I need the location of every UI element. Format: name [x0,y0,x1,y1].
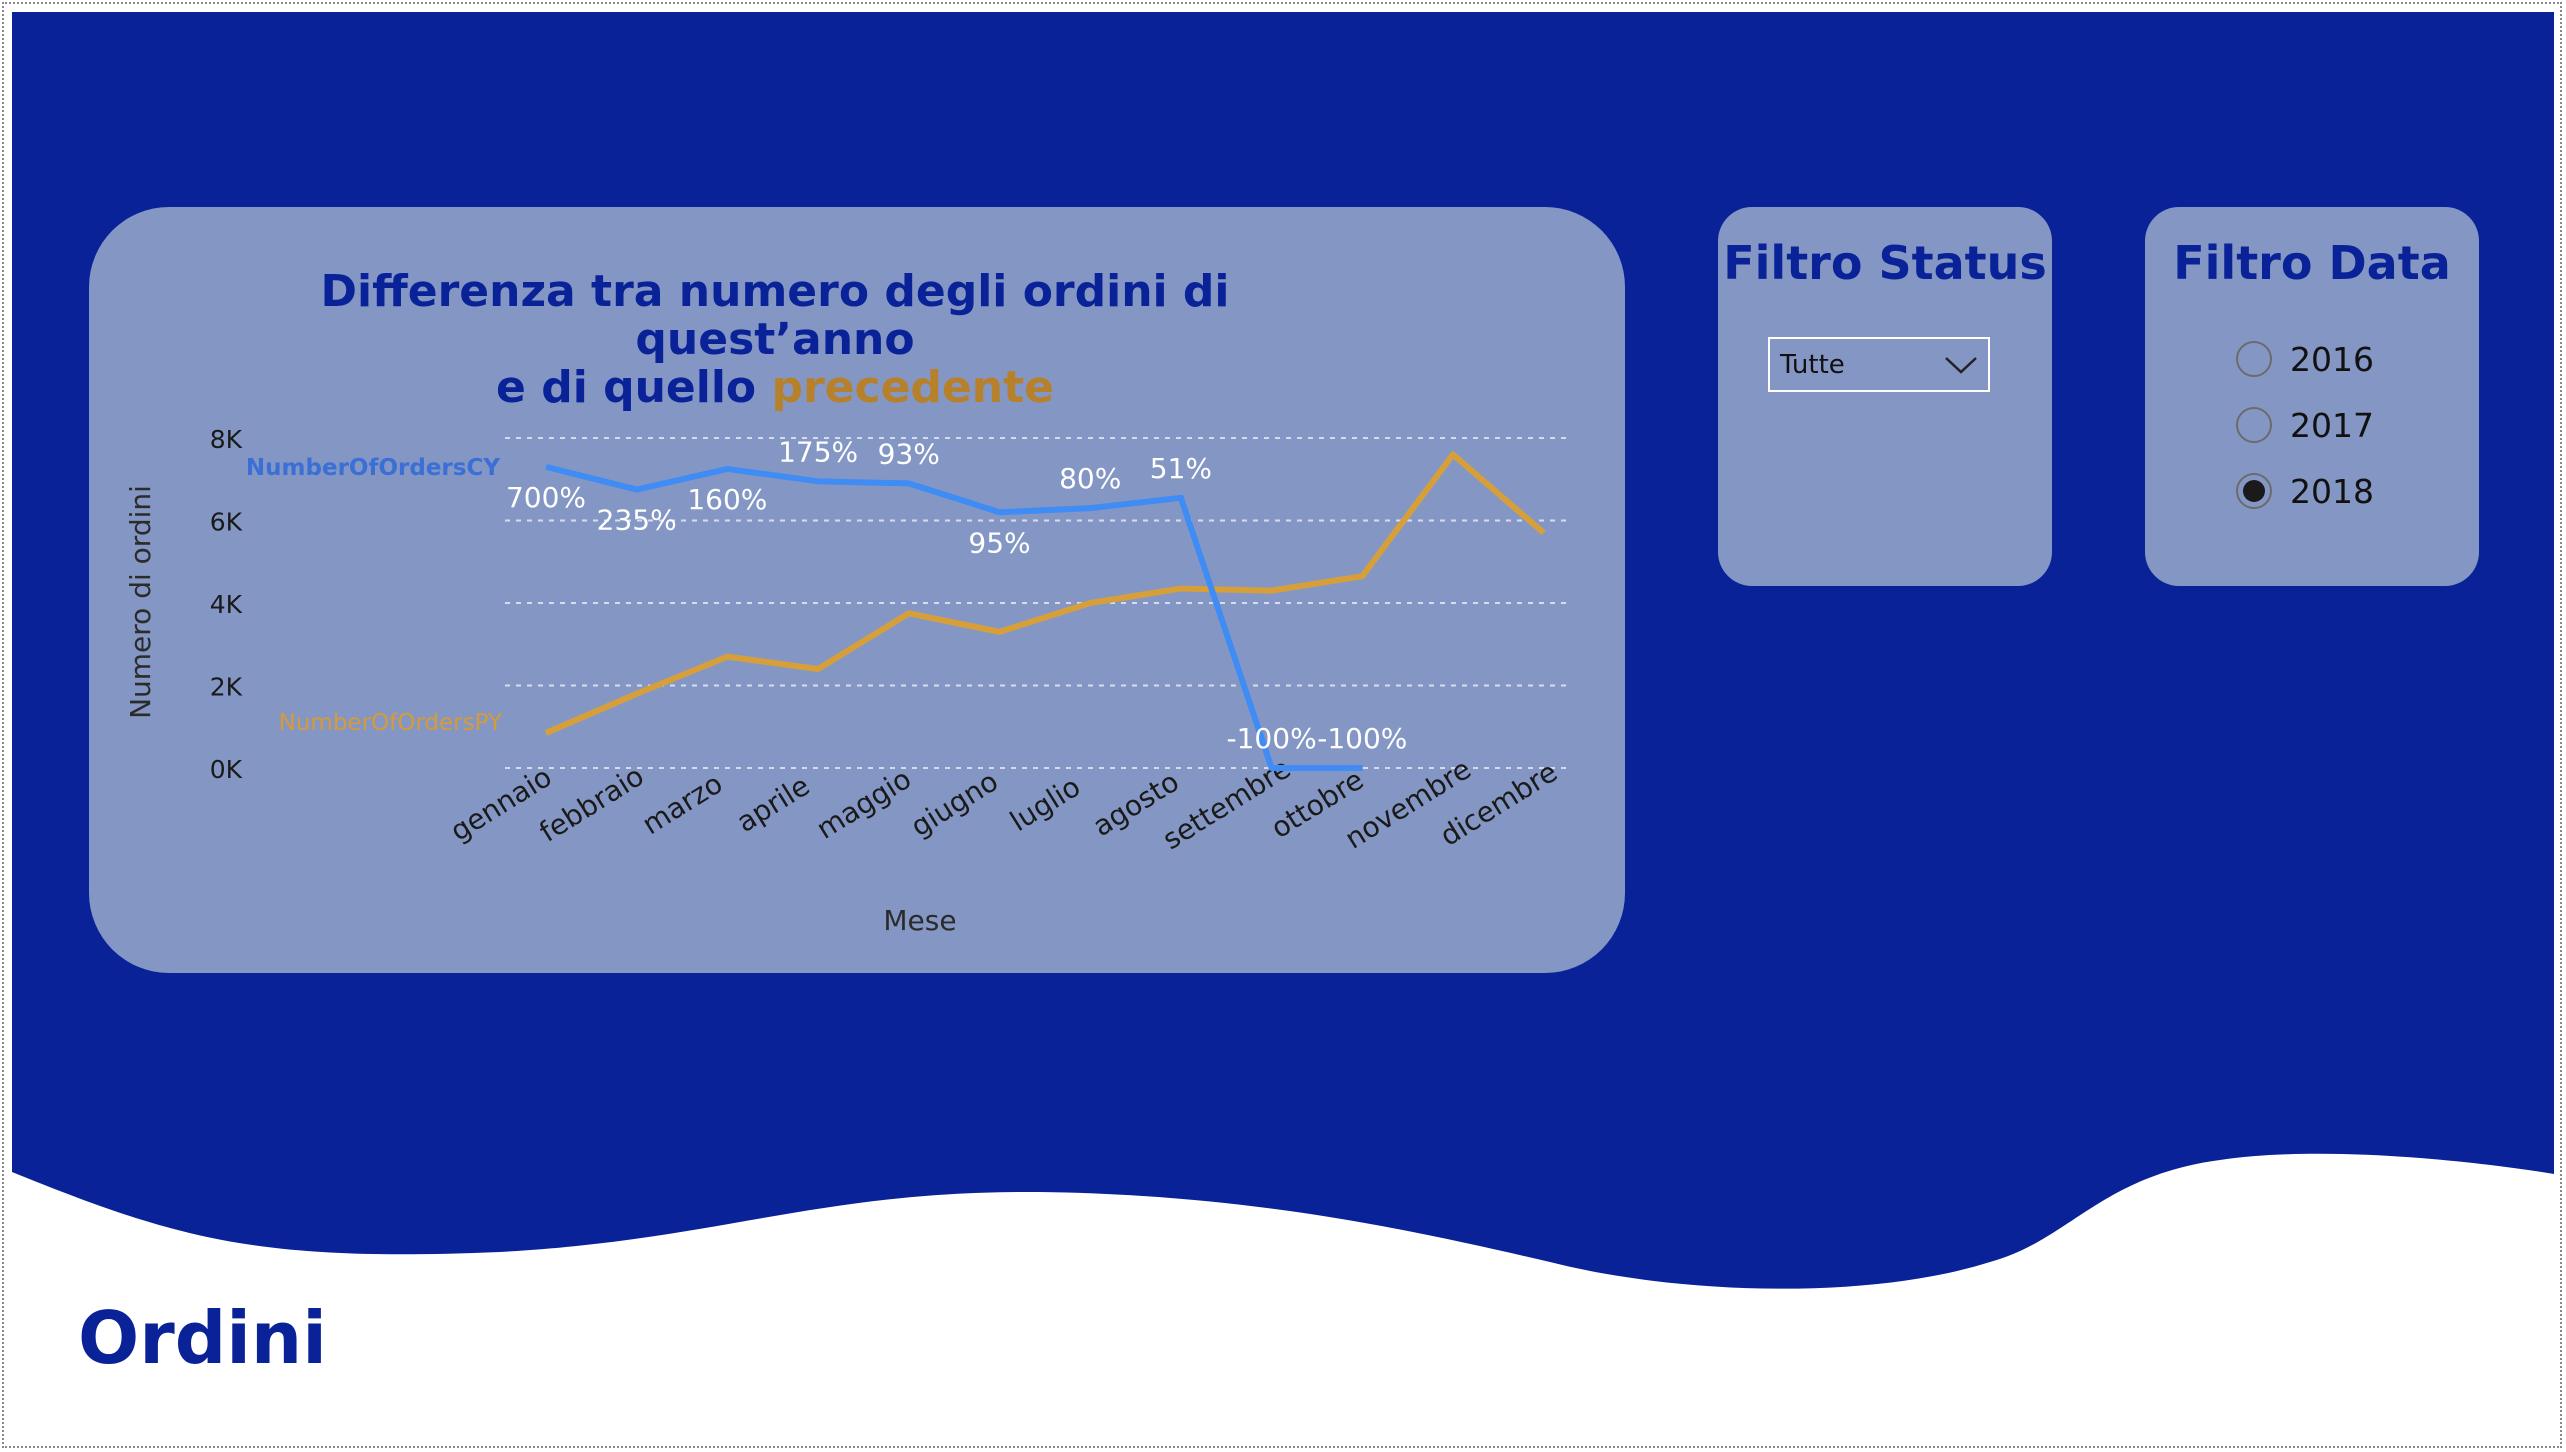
date-option-label: 2016 [2290,339,2374,379]
x-tick-label: marzo [636,767,728,842]
x-tick-label: aprile [731,769,816,839]
date-option-2017[interactable]: 2017 [2236,403,2374,447]
y-tick-label: 0K [210,755,243,784]
data-label: -100% [1317,722,1407,755]
radio-button[interactable] [2236,341,2272,377]
date-filter-card [2145,207,2479,586]
series-line-cy [545,463,1363,771]
data-label: -100% [1227,722,1317,755]
data-label: 235% [597,504,677,537]
data-label: 80% [1059,462,1121,495]
status-dropdown-value: Tutte [1780,349,1845,380]
chevron-down-icon [1945,356,1977,374]
data-label: 175% [778,435,858,468]
radio-button[interactable] [2236,407,2272,443]
x-tick-label: giugno [905,765,1004,844]
date-option-label: 2018 [2290,471,2374,511]
chart-title-accent: precedente [771,362,1054,413]
data-label: 51% [1150,452,1212,485]
status-filter-card [1718,207,2052,586]
x-tick-label: febbraio [534,759,650,849]
x-tick-label: luglio [1004,770,1086,838]
y-tick-label: 2K [210,673,243,702]
series-line-py [544,451,1546,736]
x-axis-label: Mese [883,904,956,937]
series-label-py: NumberOfOrdersPY [279,710,503,736]
date-option-2018[interactable]: 2018 [2236,469,2374,513]
status-filter-title: Filtro Status [1723,236,2047,290]
y-tick-label: 6K [210,508,243,537]
data-label: 700% [506,481,586,514]
y-axis-label: Numero di ordini [124,485,157,719]
data-label: 160% [687,483,767,516]
status-dropdown[interactable]: Tutte [1768,337,1990,392]
date-filter-title: Filtro Data [2173,236,2451,290]
y-tick-label: 4K [210,590,243,619]
page-title: Ordini [78,1296,327,1380]
chart-title-line1: Differenza tra numero degli ordini di qu… [320,266,1230,365]
chart-card [89,207,1625,973]
data-label: 95% [968,526,1030,559]
series-label-cy: NumberOfOrdersCY [246,455,500,481]
x-tick-label: maggio [811,762,917,846]
date-option-label: 2017 [2290,405,2374,445]
radio-button[interactable] [2236,473,2272,509]
chart-title-line2: e di quello [496,362,772,413]
chart-title: Differenza tra numero degli ordini di qu… [180,268,1370,412]
y-tick-label: 8K [210,425,243,454]
data-label: 93% [878,437,940,470]
date-option-2016[interactable]: 2016 [2236,337,2374,381]
x-tick-label: gennaio [444,760,557,848]
